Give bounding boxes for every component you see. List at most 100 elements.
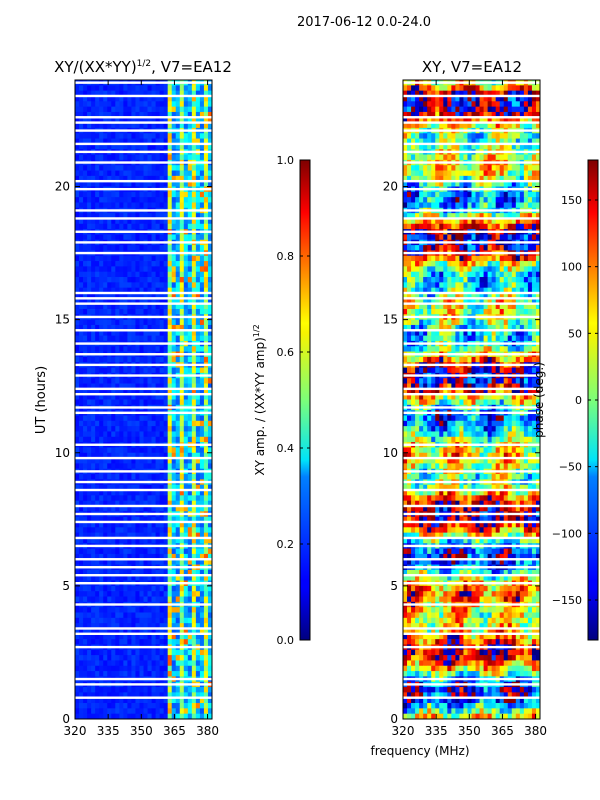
amplitude-cell bbox=[127, 708, 132, 715]
amplitude-cell bbox=[83, 122, 88, 129]
amplitude-cell bbox=[187, 319, 193, 326]
phase-cell bbox=[527, 197, 533, 203]
amplitude-cell bbox=[159, 665, 165, 672]
amplitude-cell bbox=[115, 223, 120, 230]
phase-cell bbox=[435, 133, 440, 139]
amplitude-cell bbox=[159, 367, 165, 374]
amplitude-cell bbox=[159, 106, 165, 113]
amplitude-cell bbox=[127, 649, 132, 656]
amplitude-cell bbox=[99, 133, 104, 139]
phase-cell bbox=[403, 122, 408, 129]
amplitude-cell bbox=[159, 623, 165, 629]
amplitude-cell bbox=[191, 452, 197, 459]
amplitude-cell bbox=[79, 692, 84, 699]
amplitude-cell bbox=[191, 266, 197, 273]
amplitude-cell bbox=[171, 506, 177, 512]
amplitude-cell bbox=[167, 191, 173, 198]
amplitude-cell bbox=[179, 85, 185, 92]
amplitude-cell bbox=[203, 154, 209, 161]
amplitude-cell bbox=[83, 532, 88, 539]
phase-cell bbox=[479, 133, 484, 139]
amplitude-cell bbox=[99, 452, 104, 459]
amplitude-cell bbox=[139, 383, 144, 390]
amplitude-cell bbox=[115, 356, 120, 363]
amplitude-cell bbox=[107, 436, 112, 443]
amplitude-cell bbox=[103, 154, 108, 161]
amplitude-cell bbox=[143, 490, 148, 496]
amplitude-cell bbox=[163, 447, 169, 454]
phase-cell bbox=[475, 175, 480, 182]
amplitude-cell bbox=[147, 575, 152, 581]
amplitude-cell bbox=[155, 671, 161, 677]
amplitude-cell bbox=[123, 218, 128, 225]
amplitude-cell bbox=[199, 607, 205, 613]
amplitude-cell bbox=[155, 431, 161, 438]
amplitude-cell bbox=[83, 324, 88, 331]
amplitude-cell bbox=[107, 639, 112, 645]
phase-cell bbox=[487, 111, 493, 118]
amplitude-cell bbox=[103, 516, 108, 523]
amplitude-cell bbox=[195, 287, 201, 294]
amplitude-cell bbox=[87, 234, 92, 241]
amplitude-cell bbox=[147, 399, 152, 406]
flagged-row bbox=[75, 443, 212, 446]
amplitude-cell bbox=[91, 367, 96, 374]
amplitude-cell bbox=[135, 431, 140, 438]
phase-cell bbox=[427, 138, 432, 145]
phase-cell bbox=[451, 170, 456, 177]
amplitude-cell bbox=[167, 495, 173, 502]
amplitude-cell bbox=[167, 521, 173, 528]
amplitude-cell bbox=[111, 623, 116, 629]
amplitude-cell bbox=[191, 633, 197, 640]
phase-cell bbox=[495, 90, 501, 97]
amplitude-cell bbox=[151, 532, 156, 539]
amplitude-cell bbox=[187, 633, 193, 640]
amplitude-cell bbox=[79, 527, 84, 534]
amplitude-cell bbox=[179, 175, 185, 182]
amplitude-cell bbox=[115, 245, 120, 251]
amplitude-cell bbox=[143, 223, 148, 230]
amplitude-cell bbox=[207, 585, 213, 592]
amplitude-cell bbox=[79, 234, 84, 241]
amplitude-cell bbox=[199, 665, 205, 672]
amplitude-cell bbox=[195, 143, 201, 150]
amplitude-cell bbox=[75, 585, 80, 592]
amplitude-cell bbox=[167, 324, 173, 331]
phase-cell bbox=[431, 154, 436, 161]
amplitude-cell bbox=[135, 181, 140, 187]
amplitude-cell bbox=[119, 484, 124, 491]
amplitude-cell bbox=[123, 490, 128, 496]
amplitude-cell bbox=[127, 660, 132, 667]
phase-cell bbox=[427, 95, 432, 102]
amplitude-cell bbox=[207, 639, 213, 645]
amplitude-cell bbox=[159, 426, 165, 432]
amplitude-cell bbox=[115, 335, 120, 342]
amplitude-cell bbox=[79, 436, 84, 443]
amplitude-cell bbox=[155, 330, 161, 336]
amplitude-cell bbox=[183, 591, 189, 597]
amplitude-cell bbox=[99, 527, 104, 534]
amplitude-cell bbox=[107, 277, 112, 283]
phase-cell bbox=[459, 111, 464, 118]
amplitude-cell bbox=[131, 623, 136, 629]
amplitude-cell bbox=[183, 383, 189, 390]
phase-cell bbox=[467, 143, 472, 150]
amplitude-cell bbox=[159, 628, 165, 635]
amplitude-cell bbox=[187, 298, 193, 305]
amplitude-cell bbox=[107, 133, 112, 139]
amplitude-cell bbox=[179, 356, 185, 363]
amplitude-cell bbox=[119, 346, 124, 352]
phase-cell bbox=[507, 90, 513, 97]
flagged-row bbox=[75, 302, 212, 305]
amplitude-cell bbox=[83, 703, 88, 709]
amplitude-cell bbox=[155, 282, 161, 289]
amplitude-cell bbox=[199, 282, 205, 289]
phase-cell bbox=[419, 95, 424, 102]
phase-cell bbox=[515, 154, 521, 161]
amplitude-cell bbox=[91, 532, 96, 539]
phase-cell bbox=[535, 117, 541, 124]
amplitude-cell bbox=[191, 559, 197, 565]
phase-cell bbox=[447, 133, 452, 139]
amplitude-cell bbox=[131, 122, 136, 129]
amplitude-cell bbox=[123, 495, 128, 502]
